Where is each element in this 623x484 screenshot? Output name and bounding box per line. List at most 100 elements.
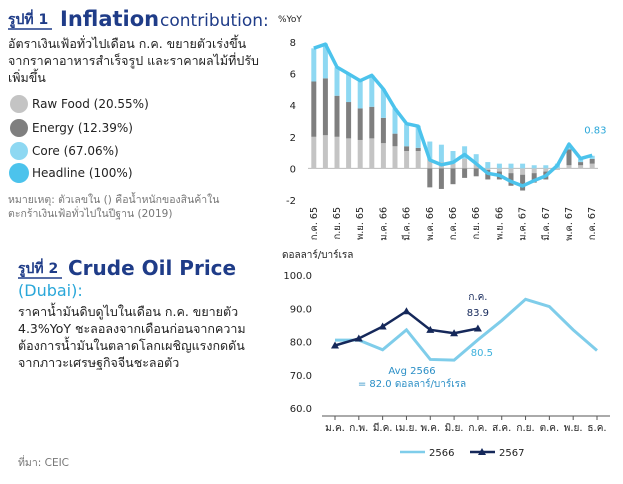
x-tick-label: ต.ค. <box>540 423 560 434</box>
marker <box>331 341 339 349</box>
bar-segment <box>462 146 468 159</box>
bar-segment <box>462 168 468 178</box>
fig1-desc: เพิ่มขึ้น <box>8 68 46 85</box>
x-tick-label: พ.ค. 66 <box>425 207 436 241</box>
y-tick-label: 70.0 <box>290 371 312 382</box>
fig2-title: Crude Oil Price <box>68 256 236 280</box>
bar-segment <box>589 155 595 159</box>
x-tick-label: มี.ค. 66 <box>401 207 413 241</box>
x-tick-label: มี.ค. <box>373 422 393 434</box>
bar-segment <box>427 158 433 169</box>
bar-segment <box>404 151 410 169</box>
x-tick-label: พ.ค. <box>420 423 440 434</box>
bar-segment <box>427 141 433 159</box>
legend-swatch <box>10 142 28 160</box>
bar-segment <box>392 146 398 169</box>
x-tick-label: ก.พ. <box>349 423 368 434</box>
legend-label: 2566 <box>429 448 454 459</box>
data-label: 0.83 <box>584 125 606 136</box>
legend-swatch <box>9 163 29 183</box>
bar-segment <box>589 163 595 169</box>
bar-segment <box>496 168 502 172</box>
bar-segment <box>589 158 595 164</box>
fig2-desc: ต้องการน้ำมันในตลาดโลกเผชิญแรงกดดัน <box>18 336 245 353</box>
bar-segment <box>531 165 537 169</box>
bar-segment <box>369 138 375 169</box>
bar-segment <box>380 89 386 118</box>
x-tick-label: ก.ย. 66 <box>471 207 482 239</box>
y-tick-label: 90.0 <box>290 304 312 315</box>
data-label: 80.5 <box>471 348 493 359</box>
fig1-label: รูปที่ 1 <box>8 9 48 28</box>
fig2-desc: 4.3%YoY ชะลอลงจากเดือนก่อนจากความ <box>18 321 246 336</box>
x-tick-label: พ.ย. <box>564 423 583 434</box>
bar-segment <box>578 162 584 166</box>
x-tick-label: พ.ค. 67 <box>564 207 575 241</box>
bar-segment <box>450 168 456 185</box>
bar-segment <box>334 67 340 96</box>
y-tick-label: 60.0 <box>290 404 312 415</box>
fig1-note: หมายเหตุ: ตัวเลขใน () คือน้ำหนักของสินค้… <box>8 192 219 206</box>
bar-segment <box>496 163 502 169</box>
bar-segment <box>415 125 421 148</box>
y-tick-label: 8 <box>290 38 296 49</box>
bar-segment <box>415 151 421 169</box>
marker <box>402 307 411 315</box>
legend-marker <box>478 448 486 455</box>
x-tick-label: พ.ย. 65 <box>355 207 366 240</box>
y-tick-label: 0 <box>290 164 296 175</box>
x-tick-label: ก.ค. 65 <box>309 207 320 240</box>
bar-segment <box>566 165 572 169</box>
bar-segment <box>346 73 352 103</box>
bar-segment <box>554 168 560 170</box>
bar-segment <box>543 168 549 172</box>
y-tick-label: 100.0 <box>283 271 312 282</box>
bar-segment <box>404 146 410 152</box>
x-tick-label: เม.ย. <box>395 423 417 434</box>
bar-segment <box>438 144 444 163</box>
bar-segment <box>357 108 363 140</box>
bar-segment <box>485 168 491 170</box>
bar-segment <box>578 158 584 163</box>
bar-segment <box>380 117 386 144</box>
fig1-desc: จากราคาอาหารสำเร็จรูป และราคาผลไม้ที่ปรั… <box>8 52 259 69</box>
marker <box>426 325 435 333</box>
x-tick-label: ม.ค. <box>325 423 345 434</box>
x-tick-label: ก.ย. <box>516 423 534 434</box>
x-tick-label: ส.ค. <box>492 423 511 434</box>
bar-segment <box>357 81 363 109</box>
bar-segment <box>473 168 479 177</box>
fig2-desc: ราคาน้ำมันดิบดูไบในเดือน ก.ค. ขยายตัว <box>18 302 238 320</box>
bar-segment <box>427 168 433 188</box>
y-tick-label: 4 <box>290 101 296 112</box>
bar-segment <box>438 168 444 189</box>
y-axis-label: %YoY <box>278 15 302 25</box>
fig1-desc: อัตราเงินเฟ้อทั่วไปเดือน ก.ค. ขยายตัวเร่… <box>8 34 247 51</box>
bar-segment <box>462 158 468 169</box>
x-tick-label: มี.ค. 67 <box>540 207 552 241</box>
bar-segment <box>531 168 537 174</box>
bar-segment <box>322 135 328 169</box>
legend-label: Energy (12.39%) <box>32 121 133 135</box>
bar-segment <box>357 139 363 169</box>
bar-segment <box>369 75 375 107</box>
legend-label: Raw Food (20.55%) <box>32 97 149 111</box>
bar-segment <box>508 163 514 169</box>
legend-label: Core (67.06%) <box>32 144 119 158</box>
marker <box>473 324 482 332</box>
x-tick-label: ก.ย. 65 <box>332 207 343 239</box>
y-tick-label: 2 <box>290 133 296 144</box>
bar-segment <box>485 162 491 169</box>
series-line <box>335 297 598 362</box>
bar-segment <box>520 163 526 169</box>
bar-segment <box>380 143 386 169</box>
x-tick-label: ก.ค. 66 <box>448 207 459 240</box>
bar-segment <box>450 151 456 164</box>
bar-segment <box>346 102 352 139</box>
bar-segment <box>415 147 421 152</box>
x-tick-label: ก.ค. <box>468 423 487 434</box>
annotation: ก.ค. <box>468 292 487 303</box>
bar-segment <box>334 136 340 169</box>
bar-segment <box>322 43 328 79</box>
